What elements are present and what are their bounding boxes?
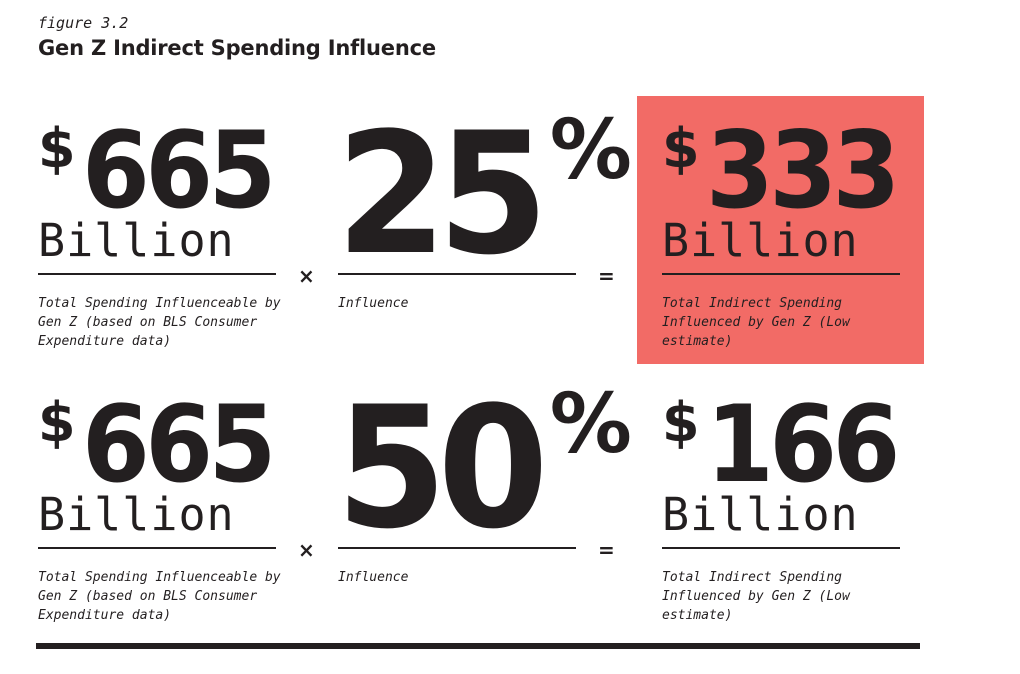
influence-caption: Influence (338, 296, 409, 311)
influence-caption: Influence (338, 570, 409, 585)
result-amount: $166 (662, 392, 912, 498)
amount-value: 333 (705, 109, 900, 232)
spending-caption: Total Spending Influenceable by Gen Z (b… (38, 570, 281, 623)
currency-symbol: $ (38, 117, 76, 180)
spending-rule (38, 273, 276, 275)
spending-amount: $665 (38, 392, 288, 498)
currency-symbol: $ (662, 117, 700, 180)
influence-percent: 50% (336, 370, 632, 566)
spending-caption: Total Spending Influenceable by Gen Z (b… (38, 296, 281, 349)
multiply-operator: × (298, 538, 315, 562)
currency-symbol: $ (38, 391, 76, 454)
result-caption: Total Indirect Spending Influenced by Ge… (662, 296, 850, 349)
result-amount: $333 (662, 118, 912, 224)
percent-sign: % (549, 103, 632, 198)
result-rule (662, 273, 900, 275)
spending-rule (38, 547, 276, 549)
amount-value: 665 (81, 383, 276, 506)
spending-amount: $665 (38, 118, 288, 224)
bottom-divider (36, 643, 920, 649)
figure-title: Gen Z Indirect Spending Influence (38, 36, 436, 60)
result-unit: Billion (662, 488, 859, 541)
percent-value: 25 (336, 96, 549, 292)
figure-label: figure 3.2 (38, 14, 129, 32)
currency-symbol: $ (662, 391, 700, 454)
result-highlight-box (637, 96, 924, 364)
amount-value: 166 (705, 383, 900, 506)
percent-value: 50 (336, 370, 549, 566)
result-unit: Billion (662, 214, 859, 267)
influence-percent: 25% (336, 96, 632, 292)
equals-operator: = (598, 538, 615, 562)
percent-sign: % (549, 377, 632, 472)
spending-unit: Billion (38, 488, 235, 541)
result-caption: Total Indirect Spending Influenced by Ge… (662, 570, 850, 623)
multiply-operator: × (298, 264, 315, 288)
equals-operator: = (598, 264, 615, 288)
influence-rule (338, 273, 576, 275)
influence-rule (338, 547, 576, 549)
amount-value: 665 (81, 109, 276, 232)
spending-unit: Billion (38, 214, 235, 267)
result-rule (662, 547, 900, 549)
